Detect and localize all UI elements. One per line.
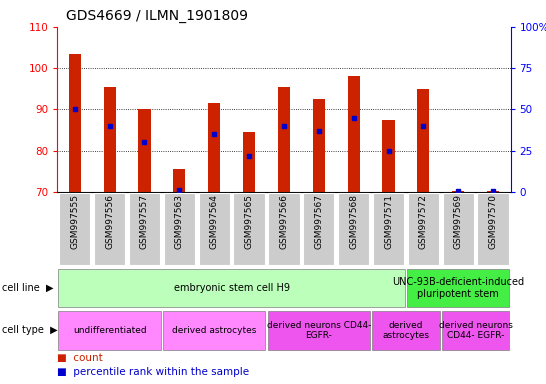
Text: GDS4669 / ILMN_1901809: GDS4669 / ILMN_1901809 — [67, 9, 248, 23]
Bar — [348, 76, 360, 192]
Text: GSM997565: GSM997565 — [245, 194, 253, 249]
FancyBboxPatch shape — [372, 311, 440, 350]
Bar — [313, 99, 325, 192]
Bar — [452, 191, 464, 192]
Bar — [487, 191, 499, 192]
Bar — [417, 89, 430, 192]
FancyBboxPatch shape — [408, 194, 439, 265]
Bar — [382, 120, 395, 192]
Text: derived
astrocytes: derived astrocytes — [382, 321, 430, 340]
Text: cell line  ▶: cell line ▶ — [2, 283, 54, 293]
FancyBboxPatch shape — [442, 311, 509, 350]
Text: GSM997568: GSM997568 — [349, 194, 358, 249]
FancyBboxPatch shape — [164, 194, 195, 265]
Text: ■  percentile rank within the sample: ■ percentile rank within the sample — [57, 366, 250, 377]
Text: GSM997570: GSM997570 — [489, 194, 497, 249]
FancyBboxPatch shape — [199, 194, 230, 265]
Text: embryonic stem cell H9: embryonic stem cell H9 — [174, 283, 289, 293]
FancyBboxPatch shape — [443, 194, 474, 265]
FancyBboxPatch shape — [373, 194, 404, 265]
Bar — [69, 54, 81, 192]
FancyBboxPatch shape — [407, 268, 509, 308]
Text: GSM997557: GSM997557 — [140, 194, 149, 249]
FancyBboxPatch shape — [59, 194, 91, 265]
Text: GSM997571: GSM997571 — [384, 194, 393, 249]
Text: GSM997555: GSM997555 — [70, 194, 79, 249]
Text: GSM997556: GSM997556 — [105, 194, 114, 249]
Text: GSM997567: GSM997567 — [314, 194, 323, 249]
Bar — [208, 103, 220, 192]
FancyBboxPatch shape — [338, 194, 369, 265]
Bar — [104, 87, 116, 192]
Text: derived neurons CD44-
EGFR-: derived neurons CD44- EGFR- — [266, 321, 371, 340]
FancyBboxPatch shape — [268, 311, 370, 350]
Text: GSM997564: GSM997564 — [210, 194, 219, 249]
FancyBboxPatch shape — [268, 194, 300, 265]
FancyBboxPatch shape — [58, 268, 405, 308]
Text: cell type  ▶: cell type ▶ — [2, 325, 58, 335]
Text: ■  count: ■ count — [57, 353, 103, 363]
FancyBboxPatch shape — [129, 194, 160, 265]
Text: GSM997566: GSM997566 — [280, 194, 288, 249]
Bar — [138, 109, 151, 192]
FancyBboxPatch shape — [303, 194, 335, 265]
Bar — [243, 132, 255, 192]
Text: UNC-93B-deficient-induced
pluripotent stem: UNC-93B-deficient-induced pluripotent st… — [392, 277, 524, 299]
FancyBboxPatch shape — [163, 311, 265, 350]
FancyBboxPatch shape — [477, 194, 509, 265]
Bar — [173, 169, 186, 192]
Text: derived neurons
CD44- EGFR-: derived neurons CD44- EGFR- — [439, 321, 513, 340]
Text: derived astrocytes: derived astrocytes — [172, 326, 257, 335]
Bar — [278, 87, 290, 192]
Text: GSM997572: GSM997572 — [419, 194, 428, 249]
Text: GSM997569: GSM997569 — [454, 194, 462, 249]
FancyBboxPatch shape — [233, 194, 265, 265]
FancyBboxPatch shape — [94, 194, 126, 265]
Text: GSM997563: GSM997563 — [175, 194, 184, 249]
Text: undifferentiated: undifferentiated — [73, 326, 146, 335]
FancyBboxPatch shape — [58, 311, 161, 350]
